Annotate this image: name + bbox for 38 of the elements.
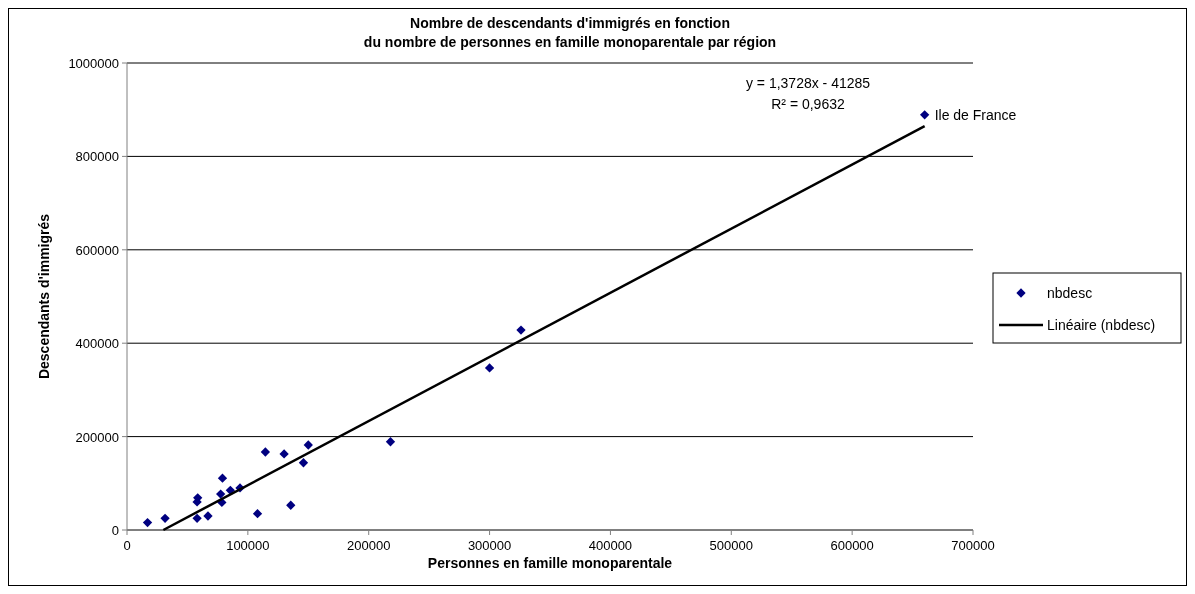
annotation: R² = 0,9632	[771, 96, 845, 112]
x-tick-label: 200000	[347, 538, 391, 553]
point	[286, 500, 296, 510]
point	[516, 325, 526, 335]
point	[303, 440, 313, 450]
annotation: Ile de France	[934, 106, 1017, 123]
x-axis-title: Personnes en famille monoparentale	[427, 555, 673, 571]
y-tick-label: 1000000	[68, 56, 119, 71]
x-tick-label: 700000	[951, 538, 995, 553]
point	[385, 437, 396, 447]
point	[298, 458, 309, 468]
point	[279, 449, 289, 459]
point	[260, 447, 271, 457]
point	[203, 511, 213, 521]
chart-title: Nombre de descendants d'immigrés en fonction du nombre de personnes en famille monoparentale par région	[363, 15, 777, 50]
point	[217, 473, 228, 483]
y-tick-label: 600000	[75, 242, 119, 258]
y-tick-label: 200000	[75, 429, 119, 445]
point	[142, 517, 153, 528]
y-axis-title: Descendants d'immigrés	[36, 213, 52, 380]
y-tick-label: 400000	[75, 336, 119, 352]
y-tick-label: 800000	[75, 149, 119, 165]
x-tick-label: 400000	[588, 538, 633, 553]
x-tick-label: 500000	[709, 538, 753, 553]
point	[216, 489, 226, 499]
point	[252, 509, 263, 519]
x-tick-label: 0	[123, 538, 131, 553]
point	[920, 110, 930, 120]
x-tick-label: 100000	[226, 538, 270, 553]
annotation: y = 1,3728x - 41285	[745, 75, 871, 91]
legend-label: nbdesc	[1047, 285, 1093, 301]
point	[160, 513, 170, 523]
point	[192, 513, 202, 523]
point	[484, 363, 495, 373]
x-tick-label: 600000	[830, 538, 874, 553]
x-tick-label: 300000	[467, 538, 512, 553]
legend-label: Linéaire (nbdesc)	[1047, 317, 1156, 333]
y-tick-label: 0	[111, 523, 119, 538]
